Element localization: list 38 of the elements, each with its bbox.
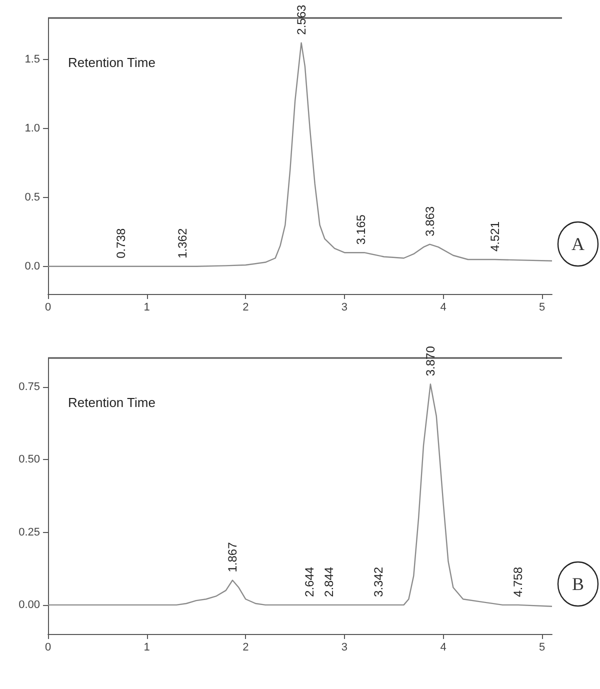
y-tick-label: 1.0 <box>24 122 40 134</box>
x-tick-label: 5 <box>539 302 546 314</box>
annotation: 4.758 <box>511 566 526 597</box>
x-tick-label: 1 <box>144 302 150 314</box>
y-tick-label: 0.0 <box>24 260 40 272</box>
annotation: 4.521 <box>488 221 502 252</box>
y-tick-label: 0.50 <box>18 454 40 466</box>
y-tick-label: 0.00 <box>18 598 40 611</box>
annotation: 3.165 <box>354 214 368 245</box>
y-tick-label: 1.5 <box>24 53 40 66</box>
annotation: 2.563 <box>294 4 308 35</box>
x-tick-label: 4 <box>440 302 446 314</box>
x-tick-label: 0 <box>44 642 52 654</box>
x-tick-label: 2 <box>242 642 249 654</box>
annotation: 1.362 <box>176 228 190 258</box>
annotation: 2.644 <box>302 566 316 597</box>
y-tick-label: 0.5 <box>24 191 40 204</box>
y-tick-label: 0.25 <box>18 526 40 538</box>
x-tick-label: 3 <box>341 642 348 654</box>
line-series <box>47 42 553 267</box>
text: A <box>572 234 584 254</box>
annotation: 3.863 <box>422 206 437 236</box>
x-tick-label: 4 <box>440 642 446 654</box>
annotation: Retention Time <box>68 395 156 410</box>
x-tick-label: 0 <box>44 302 52 314</box>
annotation: 0.738 <box>114 228 128 258</box>
annotation: 1.867 <box>226 542 240 572</box>
x-tick-label: 3 <box>341 302 348 314</box>
annotation: 3.870 <box>423 346 438 376</box>
x-tick-label: 5 <box>539 642 546 654</box>
x-tick-label: 2 <box>242 302 249 314</box>
annotation: Retention Time <box>68 55 156 70</box>
x-tick-label: 1 <box>144 642 150 654</box>
annotation: 3.342 <box>371 566 386 597</box>
annotation: 2.844 <box>322 566 336 597</box>
line-series <box>47 384 553 607</box>
y-tick-label: 0.75 <box>18 381 40 394</box>
text: B <box>572 574 584 594</box>
